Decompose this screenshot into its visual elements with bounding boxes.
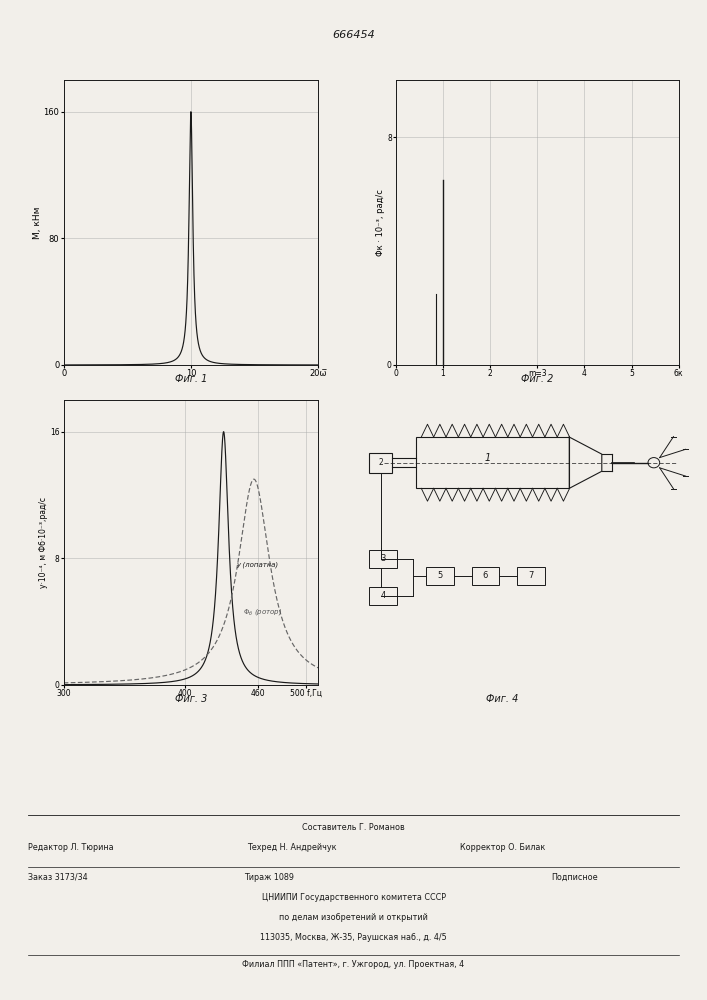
Text: Фиг. 4: Фиг. 4	[486, 694, 518, 704]
Bar	[472, 567, 499, 585]
Text: 4: 4	[380, 591, 386, 600]
Text: Корректор О. Билак: Корректор О. Билак	[460, 843, 545, 852]
Text: Редактор Л. Тюрина: Редактор Л. Тюрина	[28, 843, 114, 852]
Text: Заказ 3173/34: Заказ 3173/34	[28, 873, 88, 882]
Text: 113035, Москва, Ж-35, Раушская наб., д. 4/5: 113035, Москва, Ж-35, Раушская наб., д. …	[260, 933, 447, 942]
Y-axis label: y·10⁻⁴, м Фб·10⁻³,рад/с: y·10⁻⁴, м Фб·10⁻³,рад/с	[40, 497, 49, 588]
Text: 666454: 666454	[332, 30, 375, 40]
Y-axis label: Φк · 10⁻³, рад/с: Φк · 10⁻³, рад/с	[377, 189, 385, 256]
Text: ЦНИИПИ Государственного комитета СССР: ЦНИИПИ Государственного комитета СССР	[262, 893, 445, 902]
Bar	[518, 567, 545, 585]
Text: Тираж 1089: Тираж 1089	[244, 873, 293, 882]
Text: 6: 6	[483, 571, 489, 580]
Text: Техред Н. Андрейчук: Техред Н. Андрейчук	[247, 843, 337, 852]
Bar	[369, 587, 397, 605]
Bar	[416, 437, 569, 488]
Bar	[369, 550, 397, 568]
Text: Подписное: Подписное	[551, 873, 598, 882]
Text: Фиг. 3: Фиг. 3	[175, 694, 207, 704]
Text: $\Phi_б$ (ротор): $\Phi_б$ (ротор)	[243, 607, 282, 617]
Text: Составитель Г. Романов: Составитель Г. Романов	[302, 823, 405, 832]
Bar	[369, 453, 392, 473]
Text: 5: 5	[438, 571, 443, 580]
Text: 3: 3	[380, 554, 386, 563]
Text: Фиг. 1: Фиг. 1	[175, 374, 207, 384]
Text: Филиал ППП «Патент», г. Ужгород, ул. Проектная, 4: Филиал ППП «Патент», г. Ужгород, ул. Про…	[243, 960, 464, 969]
Text: по делам изобретений и открытий: по делам изобретений и открытий	[279, 913, 428, 922]
Bar	[426, 567, 454, 585]
Y-axis label: M, кНм: M, кНм	[33, 206, 42, 239]
Text: Фиг. 2: Фиг. 2	[521, 374, 554, 384]
Text: 1: 1	[485, 453, 491, 463]
Text: y (лопатка): y (лопатка)	[235, 561, 278, 568]
Text: 2: 2	[378, 458, 383, 467]
Text: 7: 7	[528, 571, 534, 580]
